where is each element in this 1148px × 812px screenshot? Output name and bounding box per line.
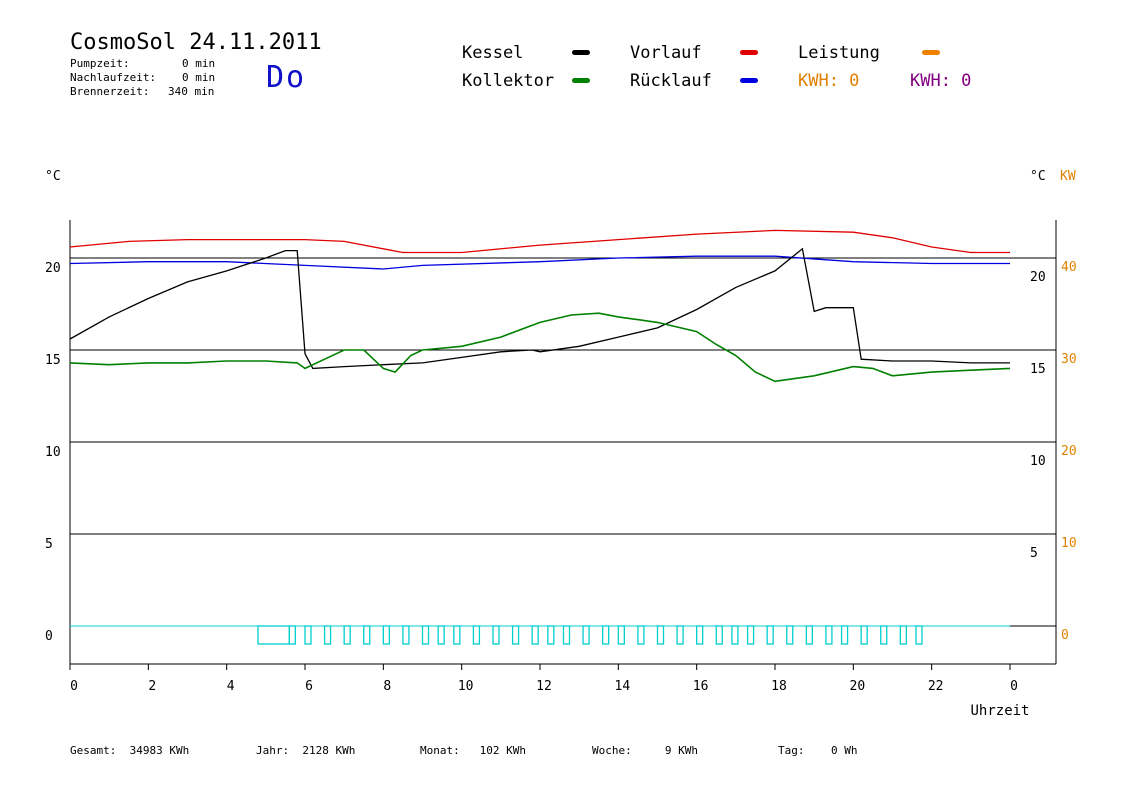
series-leistung-pulse-16 (562, 625, 571, 645)
series-leistung-pulse-13 (511, 625, 520, 645)
series-leistung-pulse-4 (343, 625, 351, 645)
x-tick-label-3: 6 (305, 679, 313, 694)
y-unit-kw: KW (1060, 169, 1076, 184)
info-label-brennerzeit: Brennerzeit: (70, 85, 150, 98)
series-leistung-pulse-20 (637, 625, 645, 645)
x-tick-label-12: 0 (1010, 679, 1018, 694)
x-tick-label-2: 4 (227, 679, 235, 694)
legend-label-ruecklauf: Rücklauf (630, 71, 712, 91)
info-value-nachlaufzeit: 0 min (182, 71, 216, 84)
series-leistung-pulse-23 (696, 625, 704, 645)
series-leistung-pulse-33 (880, 625, 888, 645)
series-kessel-line (69, 247, 1010, 370)
series-ruecklauf-line (69, 255, 1010, 270)
y-tick-kw-20: 20 (1061, 444, 1077, 459)
series-leistung-pulse-17 (582, 625, 590, 645)
series-leistung-pulse-18 (602, 625, 610, 645)
footer-gesamt: Gesamt: 34983 KWh (70, 744, 190, 757)
series-leistung-pulse-25 (731, 625, 739, 645)
series-leistung-pulse-15 (547, 625, 555, 645)
legend-label-kessel: Kessel (462, 43, 524, 63)
y-unit-right: °C (1030, 169, 1046, 184)
series-leistung-pulse-3 (323, 625, 332, 645)
y-tick-right-5: 5 (1030, 546, 1038, 561)
x-tick-label-4: 8 (383, 679, 391, 694)
series-leistung-pulse-12 (492, 625, 500, 645)
series-leistung-pulse-34 (899, 625, 907, 645)
series-kollektor-line (69, 312, 1011, 383)
legend-swatch-kollektor (572, 78, 590, 83)
series-leistung-pulse-7 (402, 625, 410, 645)
legend-kwh-leistung: KWH: 0 (798, 71, 860, 91)
series-vorlauf-line (69, 229, 1010, 254)
footer-monat: Monat: 102 KWh (420, 744, 526, 757)
y-tick-right-10: 10 (1030, 454, 1046, 469)
x-tick-label-0: 0 (70, 679, 78, 694)
series-leistung-pulse-19 (617, 625, 625, 645)
legend-swatch-kessel (572, 50, 590, 55)
x-tick-label-8: 16 (693, 679, 709, 694)
y-tick-left-20: 20 (45, 261, 61, 276)
info-label-nachlaufzeit: Nachlaufzeit: (70, 71, 157, 84)
legend-swatch-ruecklauf (740, 78, 758, 83)
series-leistung-pulse-28 (786, 625, 794, 645)
footer-woche: Woche: 9 KWh (592, 744, 698, 757)
y-unit-left: °C (45, 169, 61, 184)
chart-title: CosmoSol 24.11.2011 (70, 30, 322, 55)
footer-tag: Tag: 0 Wh (778, 744, 858, 757)
y-tick-kw-0: 0 (1061, 628, 1069, 643)
legend-label-kollektor: Kollektor (462, 71, 555, 91)
series-leistung-pulse-24 (715, 625, 723, 645)
series-leistung-pulse-5 (363, 625, 371, 645)
series-leistung-pulse-1 (288, 625, 296, 645)
series-leistung-pulse-21 (656, 625, 665, 645)
legend-swatch-leistung (922, 50, 940, 55)
x-tick-label-7: 14 (615, 679, 631, 694)
info-value-brennerzeit: 340 min (168, 85, 215, 98)
x-tick-label-9: 18 (771, 679, 787, 694)
y-tick-kw-30: 30 (1061, 352, 1077, 367)
legend-label-leistung: Leistung (798, 43, 880, 63)
y-tick-left-0: 0 (45, 629, 53, 644)
day-of-week: Do (266, 60, 307, 95)
y-tick-right-20: 20 (1030, 270, 1046, 285)
series-leistung-pulse-6 (382, 625, 390, 645)
series-leistung-pulse-29 (805, 625, 813, 645)
series-leistung-pulse-11 (472, 625, 481, 645)
series-leistung-pulse-26 (746, 625, 755, 645)
series-leistung-pulse-0 (257, 625, 290, 645)
series-leistung-pulse-2 (304, 625, 312, 645)
x-tick-label-10: 20 (850, 679, 866, 694)
y-tick-left-5: 5 (45, 537, 53, 552)
series-leistung-pulse-31 (840, 625, 849, 645)
info-label-pumpzeit: Pumpzeit: (70, 57, 130, 70)
series-leistung-pulse-27 (766, 625, 774, 645)
series-leistung-pulse-35 (915, 625, 923, 645)
x-tick-label-11: 22 (928, 679, 944, 694)
info-value-pumpzeit: 0 min (182, 57, 216, 70)
x-tick-label-6: 12 (536, 679, 552, 694)
series-leistung-pulse-10 (453, 625, 461, 645)
series-leistung-pulse-30 (825, 625, 833, 645)
footer-jahr: Jahr: 2128 KWh (256, 744, 356, 757)
series-leistung-pulse-8 (421, 625, 430, 645)
legend-kwh-secondary: KWH: 0 (910, 71, 972, 91)
x-tick-label-1: 2 (148, 679, 156, 694)
y-tick-left-15: 15 (45, 353, 61, 368)
y-tick-kw-10: 10 (1061, 536, 1077, 551)
y-tick-left-10: 10 (45, 445, 61, 460)
series-leistung-pulse-32 (860, 625, 868, 645)
x-axis-label: Uhrzeit (970, 703, 1029, 719)
series-leistung-pulse-14 (531, 625, 539, 645)
series-leistung-pulse-22 (676, 625, 684, 645)
series-leistung-pulse-9 (437, 625, 445, 645)
legend-swatch-vorlauf (740, 50, 758, 55)
y-tick-right-15: 15 (1030, 362, 1046, 377)
legend-label-vorlauf: Vorlauf (630, 43, 702, 63)
y-tick-kw-40: 40 (1061, 260, 1077, 275)
x-tick-label-5: 10 (458, 679, 474, 694)
